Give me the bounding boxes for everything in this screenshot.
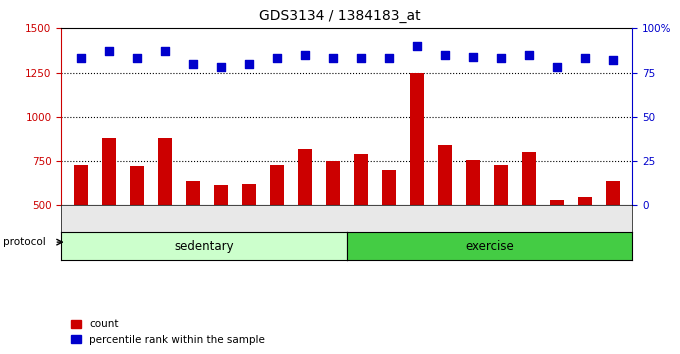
Bar [74,165,88,205]
Bar [130,166,143,205]
Bar [298,149,312,205]
Point [271,56,282,61]
Point [411,43,422,49]
Point [495,56,506,61]
Legend: count, percentile rank within the sample: count, percentile rank within the sample [67,315,269,349]
Bar [158,138,172,205]
Bar [606,181,619,205]
Point [243,61,254,67]
Point [607,57,618,63]
Bar [466,160,480,205]
Point [75,56,86,61]
Bar [354,154,368,205]
Bar [270,165,284,205]
Bar [438,145,452,205]
Point [467,54,478,59]
Text: protocol: protocol [3,237,46,247]
Bar [326,161,340,205]
Point [131,56,142,61]
Bar [214,185,228,205]
Point [579,56,590,61]
Text: GDS3134 / 1384183_at: GDS3134 / 1384183_at [259,9,421,23]
Bar [242,184,256,205]
Text: sedentary: sedentary [174,240,234,252]
Bar [186,181,200,205]
Text: exercise: exercise [465,240,514,252]
Point [439,52,450,58]
Point [216,64,226,70]
Bar [522,152,536,205]
Point [551,64,562,70]
Point [327,56,338,61]
Point [299,52,310,58]
Point [384,56,394,61]
Bar [381,170,396,205]
Bar [410,73,424,205]
Point [188,61,199,67]
Point [356,56,367,61]
Bar [578,198,592,205]
Point [103,48,114,54]
Bar [550,200,564,205]
Point [159,48,170,54]
Point [524,52,534,58]
Bar [102,138,116,205]
Bar [494,166,508,205]
